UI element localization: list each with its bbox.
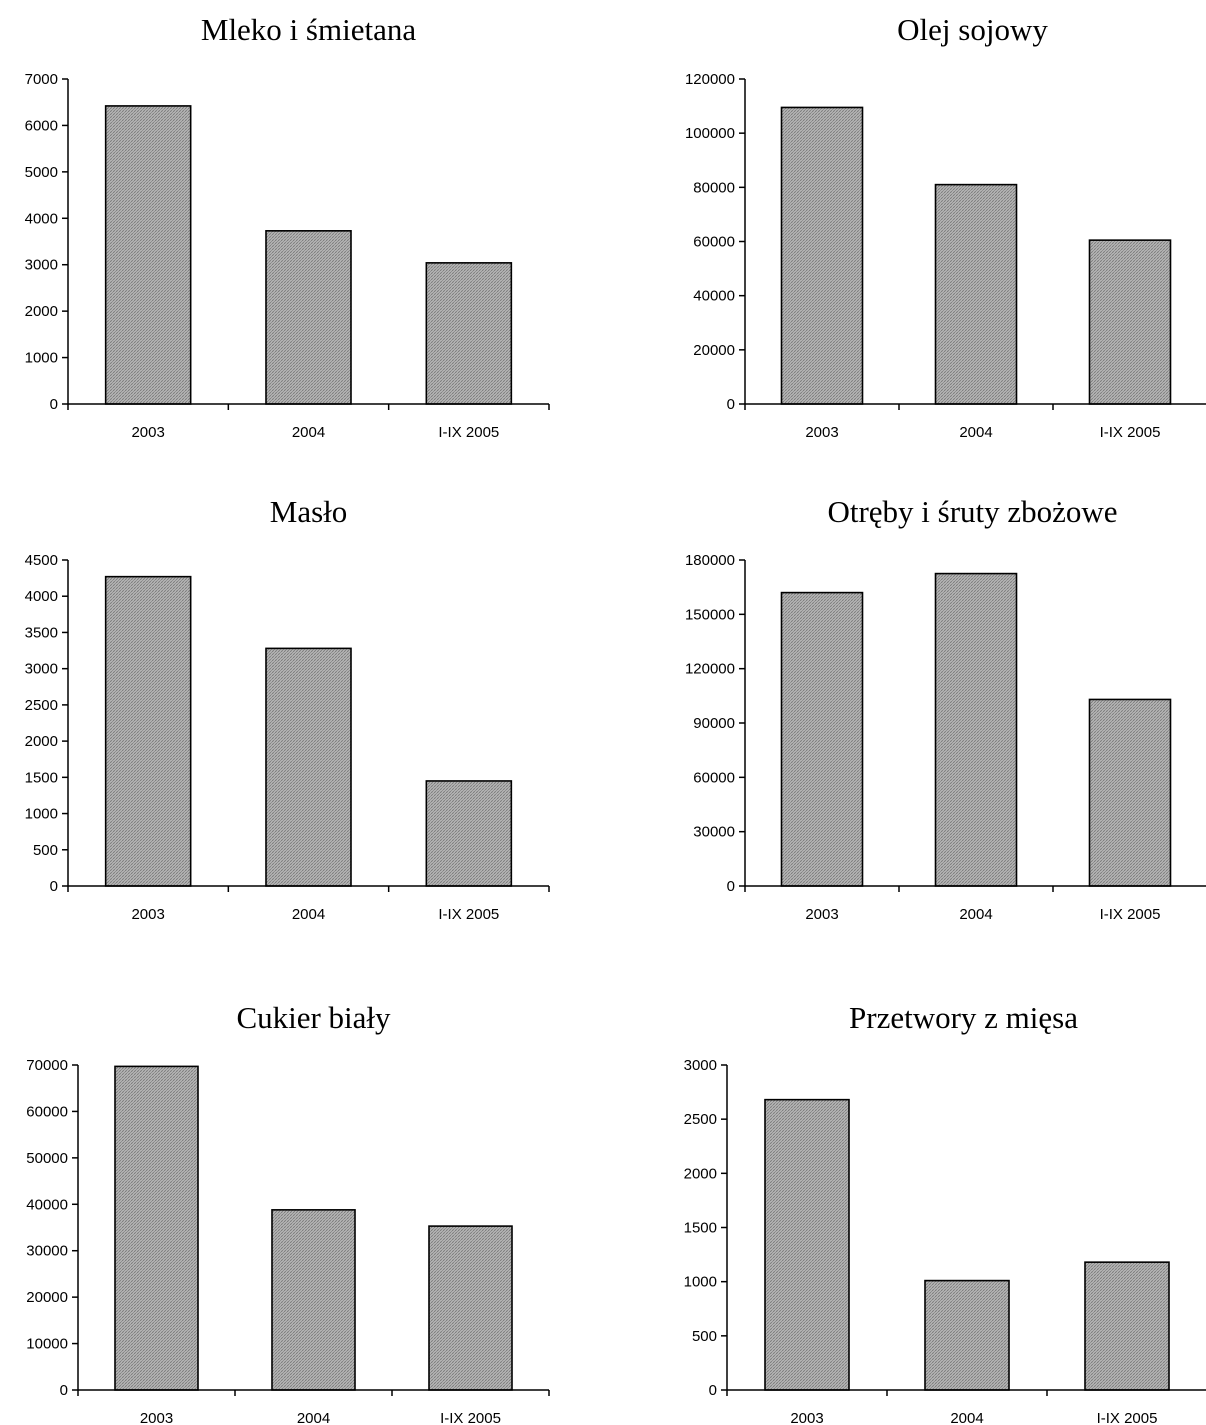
- y-tick-label: 4000: [25, 210, 58, 227]
- y-tick-label: 1000: [684, 1274, 717, 1291]
- y-tick-label: 1500: [684, 1220, 717, 1237]
- y-tick-label: 0: [60, 1382, 68, 1399]
- bar-i-ix-2005: [425, 780, 513, 887]
- y-tick-label: 2000: [25, 733, 58, 750]
- y-tick-label: 70000: [26, 1057, 68, 1074]
- chart-panel-3: Masło 0 500 1000 1500 2000 2500 3000 3500 4000 450…: [25, 494, 550, 923]
- y-tick-label: 10000: [26, 1336, 68, 1353]
- bar-i-ix-2005: [1088, 698, 1172, 887]
- y-tick-label: 500: [692, 1328, 717, 1345]
- y-tick-label: 4000: [25, 588, 58, 605]
- bar-2003: [114, 1065, 199, 1391]
- y-tick-label: 0: [727, 878, 735, 895]
- chart-title: Przetwory z mięsa: [849, 1000, 1078, 1035]
- chart-panel-1: Mleko i śmietana 0 1000 2000 3000 4000 5000 600…: [25, 12, 550, 441]
- chart-title: Otręby i śruty zbożowe: [827, 494, 1117, 529]
- y-tick-label: 100000: [685, 125, 735, 142]
- y-tick-label: 20000: [26, 1289, 68, 1306]
- y-tick-label: 60000: [693, 234, 735, 251]
- y-tick-label: 50000: [26, 1150, 68, 1167]
- x-tick-label: I-IX 2005: [1100, 424, 1161, 441]
- y-tick-label: 500: [33, 842, 58, 859]
- chart-title: Mleko i śmietana: [201, 12, 416, 47]
- chart-title: Olej sojowy: [897, 12, 1048, 47]
- bar-2004: [934, 183, 1018, 405]
- bar-i-ix-2005: [428, 1225, 513, 1391]
- bar-2004: [271, 1209, 356, 1391]
- bar-2003: [780, 106, 864, 405]
- y-tick-label: 1500: [25, 769, 58, 786]
- bar-2003: [764, 1098, 850, 1391]
- chart-panel-5: Cukier biały 0 10000 20000 30000 40000 50000 60…: [26, 1000, 550, 1425]
- y-tick-label: 6000: [25, 117, 58, 134]
- y-tick-label: 0: [50, 878, 58, 895]
- x-tick-label: 2003: [131, 906, 164, 923]
- y-tick-label: 180000: [685, 552, 735, 569]
- y-tick-label: 1000: [25, 350, 58, 367]
- y-tick-label: 3000: [25, 257, 58, 274]
- x-tick-label: 2004: [959, 424, 992, 441]
- bar-2004: [934, 572, 1018, 887]
- y-tick-label: 30000: [693, 824, 735, 841]
- y-tick-label: 60000: [26, 1103, 68, 1120]
- x-tick-label: 2003: [131, 424, 164, 441]
- y-tick-label: 5000: [25, 164, 58, 181]
- x-tick-label: 2003: [805, 906, 838, 923]
- x-tick-label: 2004: [292, 906, 325, 923]
- x-tick-label: I-IX 2005: [1097, 1410, 1158, 1425]
- x-tick-label: 2004: [950, 1410, 983, 1425]
- bar-2004: [265, 230, 352, 405]
- chart-panel-4: Otręby i śruty zbożowe 0 30000 60000 90000 12…: [685, 494, 1206, 923]
- chart-panel-2: Olej sojowy 0 20000 40000 60000 80000 100000 12…: [685, 12, 1206, 441]
- chart-panel-6: Przetwory z mięsa 0 500 1000 1500 2000 2500 300…: [684, 1000, 1206, 1425]
- x-tick-label: 2003: [805, 424, 838, 441]
- bar-2003: [780, 591, 864, 887]
- y-tick-label: 90000: [693, 715, 735, 732]
- y-tick-label: 3000: [25, 661, 58, 678]
- y-tick-label: 3000: [684, 1057, 717, 1074]
- y-tick-label: 120000: [685, 71, 735, 88]
- y-tick-label: 0: [727, 396, 735, 413]
- y-tick-label: 0: [50, 396, 58, 413]
- x-tick-label: I-IX 2005: [440, 1410, 501, 1425]
- y-tick-label: 3500: [25, 624, 58, 641]
- bar-2003: [104, 575, 192, 887]
- x-tick-label: I-IX 2005: [438, 424, 499, 441]
- bar-2004: [265, 647, 352, 887]
- x-tick-label: 2003: [140, 1410, 173, 1425]
- x-tick-label: I-IX 2005: [438, 906, 499, 923]
- y-tick-label: 7000: [25, 71, 58, 88]
- y-tick-label: 80000: [693, 179, 735, 196]
- y-tick-label: 40000: [26, 1196, 68, 1213]
- y-tick-label: 0: [709, 1382, 717, 1399]
- chart-title: Cukier biały: [236, 1000, 391, 1035]
- y-tick-label: 60000: [693, 769, 735, 786]
- y-tick-label: 2000: [25, 303, 58, 320]
- y-tick-label: 2500: [684, 1111, 717, 1128]
- x-tick-label: 2004: [292, 424, 325, 441]
- y-tick-label: 2000: [684, 1165, 717, 1182]
- chart-title: Masło: [270, 494, 348, 529]
- y-tick-label: 20000: [693, 342, 735, 359]
- x-tick-label: I-IX 2005: [1100, 906, 1161, 923]
- y-tick-label: 2500: [25, 697, 58, 714]
- x-tick-label: 2004: [297, 1410, 330, 1425]
- bar-2004: [924, 1279, 1010, 1391]
- y-tick-label: 4500: [25, 552, 58, 569]
- y-tick-label: 120000: [685, 661, 735, 678]
- x-tick-label: 2003: [790, 1410, 823, 1425]
- y-tick-label: 40000: [693, 288, 735, 305]
- y-tick-label: 150000: [685, 606, 735, 623]
- bar-i-ix-2005: [1088, 239, 1172, 405]
- y-tick-label: 1000: [25, 806, 58, 823]
- bar-i-ix-2005: [425, 262, 513, 405]
- bar-i-ix-2005: [1084, 1261, 1170, 1391]
- x-tick-label: 2004: [959, 906, 992, 923]
- bar-2003: [104, 105, 192, 405]
- y-tick-label: 30000: [26, 1243, 68, 1260]
